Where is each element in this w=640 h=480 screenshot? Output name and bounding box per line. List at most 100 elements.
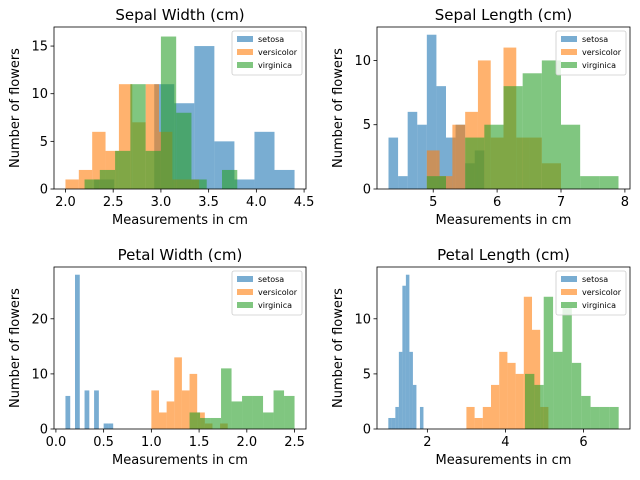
histogram-bar-versicolor <box>532 329 541 429</box>
subplot-3: 0.0 0.5 1.0 1.5 2.0 2.5 0 10 20 Petal Width (cm) M… <box>8 246 307 468</box>
histogram-bar-virginica <box>541 60 561 189</box>
legend-label-versicolor: versicolor <box>582 48 622 57</box>
histogram-bar-setosa <box>84 390 90 429</box>
histogram-bar-setosa <box>398 176 408 189</box>
legend-label-versicolor: versicolor <box>258 48 298 57</box>
x-axis-label: Measurements in cm <box>112 453 248 468</box>
histogram-bar-versicolor <box>482 406 492 429</box>
histogram-bar-virginica <box>221 368 232 429</box>
histogram-bar-setosa <box>388 137 399 189</box>
axes-frame <box>376 26 631 190</box>
x-tick-label: 0.5 <box>93 435 114 450</box>
legend-swatch-versicolor <box>237 289 253 295</box>
histogram-bar-versicolor <box>452 124 466 189</box>
chart-title: Sepal Length (cm) <box>435 6 572 24</box>
y-tick-label: 5 <box>363 367 371 382</box>
axes-frame <box>53 26 307 190</box>
histogram-bar-setosa <box>419 406 424 429</box>
axes-frame <box>376 266 631 430</box>
histogram-bar-setosa <box>398 351 403 429</box>
histogram-bar-versicolor <box>189 373 198 429</box>
histogram-bar-virginica <box>222 169 238 189</box>
histogram-bar-versicolor <box>474 417 483 429</box>
histogram-bar-virginica <box>534 384 544 429</box>
histogram-bar-versicolor <box>151 390 159 429</box>
legend-swatch-setosa <box>561 276 577 282</box>
y-tick-label: 5 <box>40 135 48 150</box>
x-tick-label: 6 <box>579 435 587 450</box>
histogram-bar-setosa <box>274 169 295 189</box>
histogram-bar-virginica <box>210 417 222 429</box>
subplot-1: 2.0 2.5 3.0 3.5 4.0 4.5 0 5 10 15 Sepal Width (cm)… <box>8 6 314 228</box>
histogram-bar-virginica <box>580 176 600 189</box>
histogram-bar-virginica <box>189 412 201 429</box>
legend: setosa versicolor virginica <box>231 270 303 316</box>
histogram-bar-virginica <box>522 73 542 189</box>
histogram-bar-setosa <box>409 351 413 429</box>
histogram-bar-setosa <box>391 417 396 429</box>
histogram-bar-setosa <box>254 131 275 189</box>
histogram-bar-setosa <box>426 34 437 189</box>
histogram-bar-setosa <box>436 86 446 189</box>
histogram-bar-virginica <box>130 84 146 189</box>
histogram-bar-setosa <box>407 111 418 189</box>
x-tick-label: 0.0 <box>46 435 67 450</box>
histogram-bar-virginica <box>200 417 211 429</box>
chart-title: Petal Length (cm) <box>437 246 570 264</box>
histogram-bar-versicolor <box>523 296 533 429</box>
y-axis-label: Number of flowers <box>8 288 23 408</box>
histogram-bar-virginica <box>252 395 264 429</box>
chart-title: Petal Width (cm) <box>118 246 243 264</box>
legend-swatch-versicolor <box>237 49 253 55</box>
histogram-bar-versicolor <box>166 401 175 429</box>
legend-swatch-virginica <box>561 62 577 68</box>
histogram-bar-setosa <box>388 417 392 429</box>
legend-swatch-setosa <box>561 36 577 42</box>
legend-swatch-versicolor <box>561 49 577 55</box>
x-tick-label: 4.0 <box>246 195 267 210</box>
histogram-bar-versicolor <box>174 357 182 429</box>
legend-label-setosa: setosa <box>582 275 608 284</box>
histogram-bar-virginica <box>571 362 582 429</box>
legend-label-virginica: virginica <box>582 61 616 70</box>
x-tick-label: 7 <box>557 195 565 210</box>
y-tick-label: 0 <box>40 183 48 198</box>
legend-swatch-setosa <box>237 276 253 282</box>
legend-label-virginica: virginica <box>582 301 616 310</box>
legend-swatch-setosa <box>237 36 253 42</box>
histogram-bar-setosa <box>75 274 80 429</box>
histogram-bar-setosa <box>417 124 427 189</box>
histogram-bar-virginica <box>543 296 554 429</box>
legend-label-versicolor: versicolor <box>258 288 298 297</box>
histogram-bar-virginica <box>484 124 504 189</box>
x-tick-label: 2.5 <box>284 435 305 450</box>
histogram-bar-virginica <box>99 169 116 189</box>
histogram-bar-virginica <box>599 406 610 429</box>
histogram-bar-virginica <box>145 150 161 189</box>
y-axis-label: Number of flowers <box>331 288 346 408</box>
histogram-bar-virginica <box>426 176 446 189</box>
histogram-bar-virginica <box>561 124 581 189</box>
legend-swatch-virginica <box>237 302 253 308</box>
histogram-bar-setosa <box>405 274 410 429</box>
legend-label-setosa: setosa <box>258 35 284 44</box>
histogram-bar-setosa <box>103 423 109 429</box>
histogram-bar-setosa <box>395 406 399 429</box>
legend-label-setosa: setosa <box>582 35 608 44</box>
legend-label-setosa: setosa <box>258 275 284 284</box>
legend-swatch-virginica <box>561 302 577 308</box>
histogram-bar-virginica <box>503 86 523 189</box>
legend-swatch-versicolor <box>561 289 577 295</box>
x-tick-label: 1.0 <box>141 435 162 450</box>
histogram-bar-setosa <box>65 395 71 429</box>
x-tick-label: 1.5 <box>189 435 210 450</box>
legend: setosa versicolor virginica <box>231 30 303 76</box>
histogram-bar-versicolor <box>515 373 524 429</box>
y-tick-label: 0 <box>40 423 48 438</box>
histogram-bar-setosa <box>446 137 456 189</box>
legend: setosa versicolor virginica <box>555 270 627 316</box>
histogram-bar-virginica <box>562 307 572 429</box>
y-tick-label: 20 <box>31 312 48 327</box>
y-tick-label: 0 <box>363 423 371 438</box>
